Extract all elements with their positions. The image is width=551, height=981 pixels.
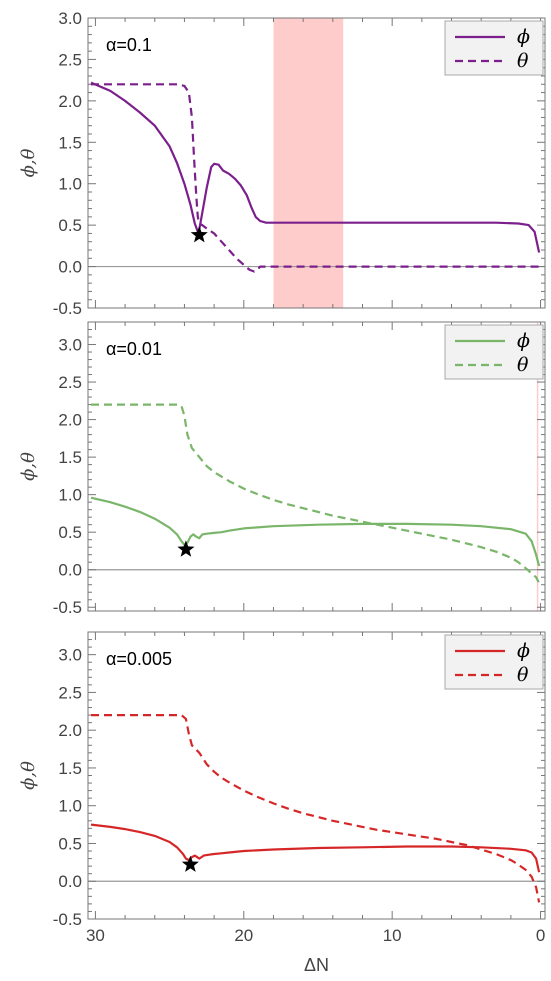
legend-label: θ xyxy=(517,50,529,72)
x-tick-label: 30 xyxy=(86,926,105,945)
y-tick-label: 2.0 xyxy=(58,721,82,740)
y-tick-label: -0.5 xyxy=(53,299,82,318)
x-axis-label: ΔN xyxy=(304,955,329,975)
star-marker xyxy=(190,226,208,243)
y-tick-label: 2.0 xyxy=(58,411,82,430)
panel-3: -0.5 0.0 0.5 1.0 1.5 2.0 2.5 3.0 30 20 10 0 ϕ,θ ΔN α=0… xyxy=(18,631,546,975)
y-tick-label: 0.5 xyxy=(58,834,82,853)
y-tick-label: 0.5 xyxy=(58,216,82,235)
y-axis-label: ϕ,θ xyxy=(18,452,39,481)
legend-label: θ xyxy=(517,354,529,376)
y-tick-label: 0.5 xyxy=(58,523,82,542)
y-tick-label: 3.0 xyxy=(58,9,82,28)
legend-box xyxy=(444,634,544,690)
legend-label: ϕ xyxy=(517,330,530,352)
y-tick-label: 3.0 xyxy=(58,336,82,355)
panel-1: -0.5 0.0 0.5 1.0 1.5 2.0 2.5 3.0 ϕ,θ α=0.1 ϕθ xyxy=(18,9,546,318)
alpha-annotation: α=0.005 xyxy=(106,649,172,669)
alpha-annotation: α=0.1 xyxy=(106,35,152,55)
plot-frame xyxy=(87,321,546,612)
y-tick-label: 1.0 xyxy=(58,486,82,505)
x-tick-label: 20 xyxy=(234,926,253,945)
series-line-phi xyxy=(90,496,541,567)
y-tick-label: 1.0 xyxy=(58,175,82,194)
y-tick-label: 0.0 xyxy=(58,561,82,580)
legend-label: θ xyxy=(517,664,529,686)
y-tick-label: 1.5 xyxy=(58,448,82,467)
shaded-band xyxy=(536,322,539,611)
plot-frame xyxy=(87,17,546,309)
legend-box xyxy=(444,324,544,380)
y-tick-label: 3.0 xyxy=(58,646,82,665)
y-tick-label: 2.0 xyxy=(58,92,82,111)
series-line-theta xyxy=(91,714,541,903)
legend-box xyxy=(444,20,544,76)
y-tick-label: 1.0 xyxy=(58,797,82,816)
legend-label: ϕ xyxy=(517,26,530,48)
y-axis-label: ϕ,θ xyxy=(18,148,39,177)
legend-label: ϕ xyxy=(517,640,530,662)
y-tick-label: 0.0 xyxy=(58,258,82,277)
y-tick-label: 2.5 xyxy=(58,373,82,392)
y-tick-label: 2.5 xyxy=(58,683,82,702)
y-tick-label: -0.5 xyxy=(53,598,82,617)
shaded-band xyxy=(273,18,344,308)
y-tick-label: 1.5 xyxy=(58,133,82,152)
y-tick-label: 1.5 xyxy=(58,759,82,778)
series-line-phi xyxy=(90,81,541,253)
x-tick-label: 0 xyxy=(536,926,545,945)
panel-2: -0.5 0.0 0.5 1.0 1.5 2.0 2.5 3.0 ϕ,θ α=0.01 ϕθ xyxy=(18,321,546,617)
series-line-theta xyxy=(91,403,541,584)
star-marker xyxy=(181,855,199,872)
x-tick-label: 10 xyxy=(383,926,402,945)
series-line-theta xyxy=(91,83,540,273)
y-tick-label: 2.5 xyxy=(58,50,82,69)
star-marker xyxy=(177,540,195,557)
series-line-phi xyxy=(90,823,541,873)
y-axis-label: ϕ,θ xyxy=(18,761,39,790)
y-tick-label: 0.0 xyxy=(58,872,82,891)
y-tick-label: -0.5 xyxy=(53,910,82,929)
alpha-annotation: α=0.01 xyxy=(106,339,162,359)
